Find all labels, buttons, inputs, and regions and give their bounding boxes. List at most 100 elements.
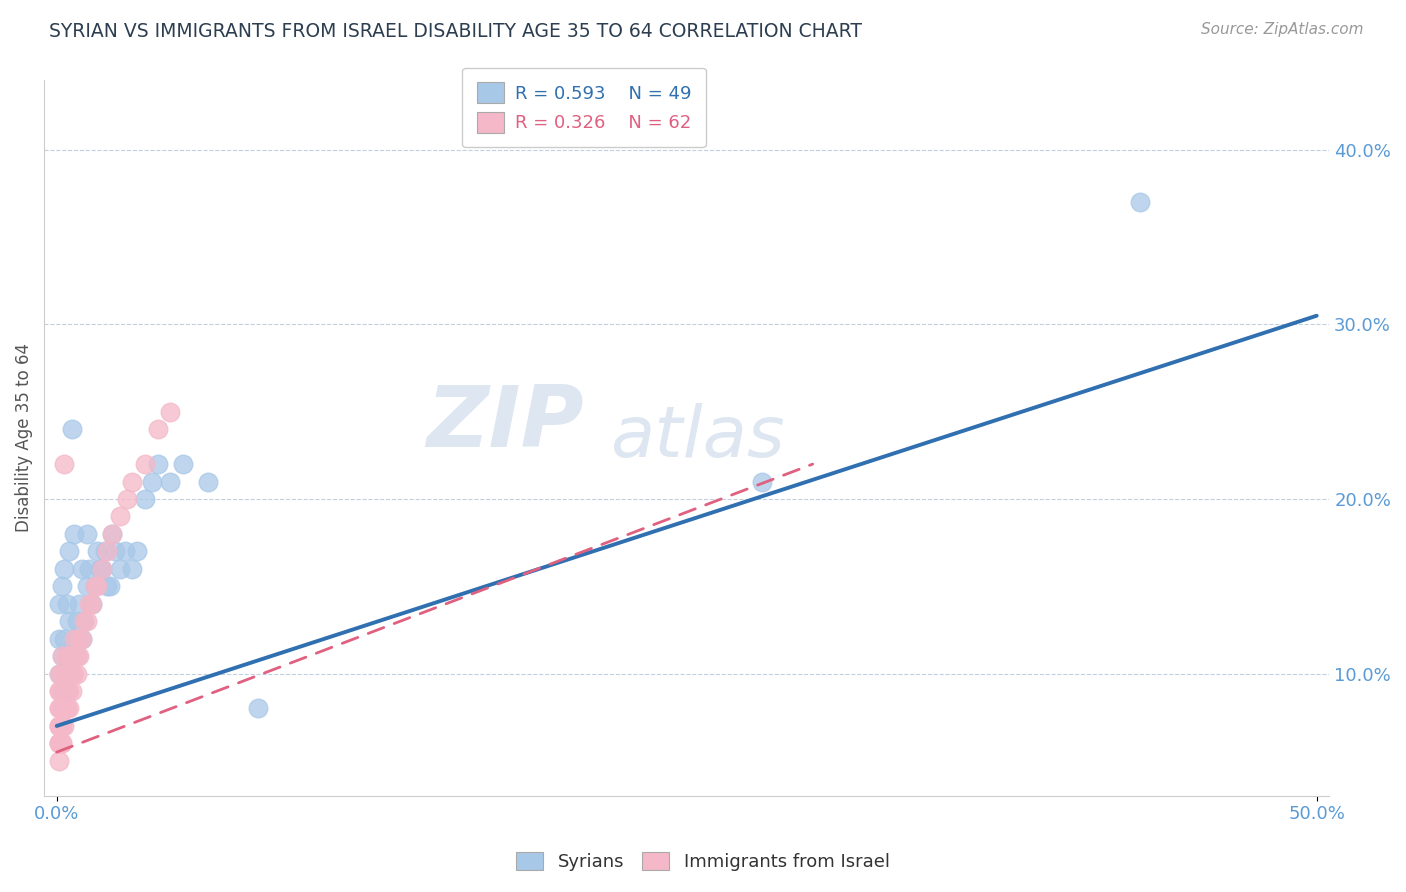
Point	[101, 527, 124, 541]
Point	[121, 475, 143, 489]
Point	[53, 701, 76, 715]
Point	[76, 527, 98, 541]
Point	[146, 457, 169, 471]
Point	[86, 579, 108, 593]
Point	[48, 701, 70, 715]
Point	[58, 666, 80, 681]
Point	[51, 736, 73, 750]
Point	[96, 579, 118, 593]
Legend: R = 0.593    N = 49, R = 0.326    N = 62: R = 0.593 N = 49, R = 0.326 N = 62	[463, 68, 706, 147]
Point	[108, 562, 131, 576]
Point	[58, 666, 80, 681]
Legend: Syrians, Immigrants from Israel: Syrians, Immigrants from Israel	[509, 845, 897, 879]
Point	[51, 684, 73, 698]
Point	[63, 666, 86, 681]
Point	[79, 562, 101, 576]
Point	[51, 649, 73, 664]
Y-axis label: Disability Age 35 to 64: Disability Age 35 to 64	[15, 343, 32, 533]
Text: Source: ZipAtlas.com: Source: ZipAtlas.com	[1201, 22, 1364, 37]
Text: atlas: atlas	[610, 403, 785, 473]
Point	[58, 684, 80, 698]
Point	[53, 632, 76, 646]
Point	[60, 649, 83, 664]
Point	[51, 719, 73, 733]
Point	[48, 597, 70, 611]
Point	[53, 684, 76, 698]
Point	[48, 719, 70, 733]
Point	[104, 544, 127, 558]
Point	[70, 632, 93, 646]
Point	[53, 666, 76, 681]
Point	[51, 666, 73, 681]
Point	[73, 614, 96, 628]
Text: ZIP: ZIP	[426, 382, 583, 465]
Point	[98, 579, 121, 593]
Point	[83, 579, 105, 593]
Point	[60, 666, 83, 681]
Point	[56, 649, 79, 664]
Point	[67, 649, 90, 664]
Point	[197, 475, 219, 489]
Point	[60, 422, 83, 436]
Point	[60, 684, 83, 698]
Point	[172, 457, 194, 471]
Text: SYRIAN VS IMMIGRANTS FROM ISRAEL DISABILITY AGE 35 TO 64 CORRELATION CHART: SYRIAN VS IMMIGRANTS FROM ISRAEL DISABIL…	[49, 22, 862, 41]
Point	[56, 684, 79, 698]
Point	[48, 736, 70, 750]
Point	[48, 632, 70, 646]
Point	[48, 666, 70, 681]
Point	[751, 475, 773, 489]
Point	[53, 719, 76, 733]
Point	[141, 475, 163, 489]
Point	[53, 701, 76, 715]
Point	[48, 719, 70, 733]
Point	[51, 579, 73, 593]
Point	[101, 527, 124, 541]
Point	[67, 632, 90, 646]
Point	[121, 562, 143, 576]
Point	[114, 544, 136, 558]
Point	[66, 666, 89, 681]
Point	[93, 544, 115, 558]
Point	[56, 684, 79, 698]
Point	[86, 544, 108, 558]
Point	[247, 701, 270, 715]
Point	[73, 614, 96, 628]
Point	[91, 562, 114, 576]
Point	[96, 544, 118, 558]
Point	[146, 422, 169, 436]
Point	[56, 701, 79, 715]
Point	[48, 701, 70, 715]
Point	[56, 666, 79, 681]
Point	[1129, 195, 1152, 210]
Point	[58, 701, 80, 715]
Point	[58, 544, 80, 558]
Point	[66, 614, 89, 628]
Point	[48, 736, 70, 750]
Point	[48, 736, 70, 750]
Point	[89, 562, 111, 576]
Point	[48, 666, 70, 681]
Point	[134, 491, 156, 506]
Point	[48, 754, 70, 768]
Point	[53, 666, 76, 681]
Point	[66, 649, 89, 664]
Point	[51, 684, 73, 698]
Point	[134, 457, 156, 471]
Point	[80, 597, 103, 611]
Point	[91, 562, 114, 576]
Point	[159, 405, 181, 419]
Point	[51, 719, 73, 733]
Point	[56, 649, 79, 664]
Point	[83, 579, 105, 593]
Point	[127, 544, 149, 558]
Point	[70, 562, 93, 576]
Point	[60, 649, 83, 664]
Point	[67, 597, 90, 611]
Point	[51, 649, 73, 664]
Point	[53, 457, 76, 471]
Point	[63, 649, 86, 664]
Point	[108, 509, 131, 524]
Point	[51, 736, 73, 750]
Point	[56, 597, 79, 611]
